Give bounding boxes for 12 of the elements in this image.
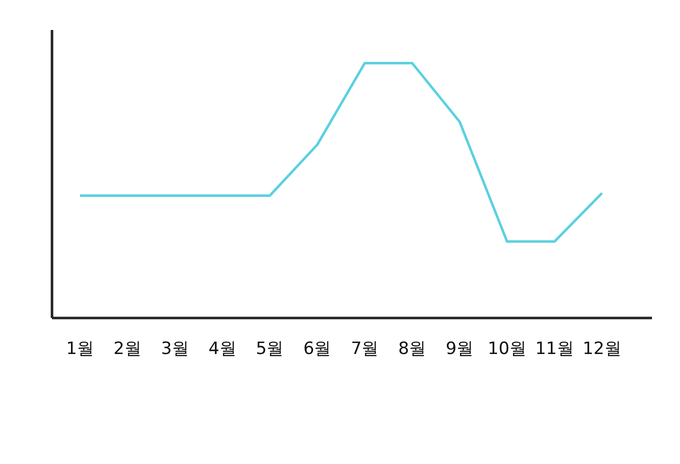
x-tick-label: 11월 (535, 339, 574, 360)
x-tick-label: 7월 (350, 339, 379, 360)
x-tick-label: 6월 (303, 339, 332, 360)
x-tick-label: 1월 (66, 339, 94, 360)
x-tick-label: 12월 (582, 339, 622, 360)
x-tick-label: 3월 (160, 339, 189, 360)
x-tick-label: 9월 (446, 339, 474, 360)
x-tick-label: 2월 (114, 339, 142, 360)
x-tick-label: 5월 (256, 339, 284, 360)
x-tick-label: 4월 (208, 339, 236, 360)
x-tick-label: 8월 (398, 339, 426, 360)
x-tick-label: 10월 (488, 339, 526, 360)
